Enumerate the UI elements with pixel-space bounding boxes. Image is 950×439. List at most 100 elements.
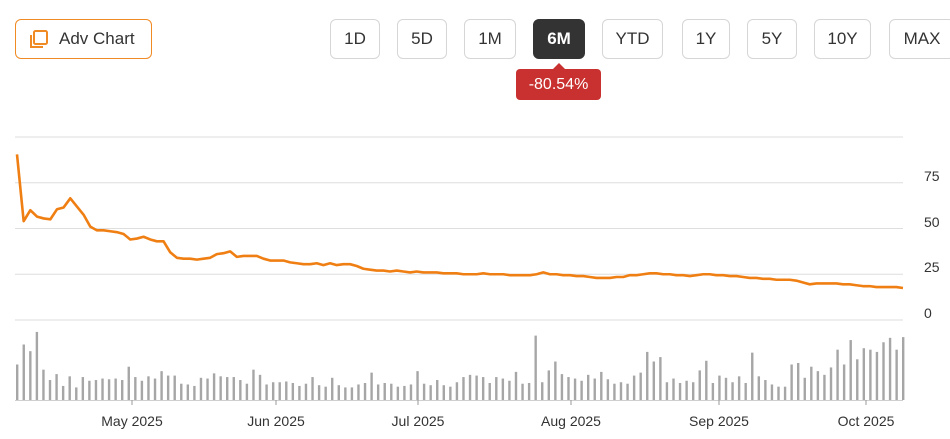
volume-bar — [462, 377, 465, 400]
volume-bar — [626, 383, 629, 400]
range-button-1m[interactable]: 1M — [464, 19, 516, 59]
volume-bar — [711, 382, 715, 400]
volume-bar — [678, 382, 682, 400]
volume-bar — [370, 372, 373, 400]
volume-bar — [114, 378, 117, 400]
volume-bar — [140, 380, 144, 400]
volume-bar — [147, 376, 150, 400]
y-tick-label: 50 — [924, 214, 940, 230]
volume-bar — [317, 385, 321, 400]
volume-bar — [199, 377, 203, 400]
volume-bar — [888, 337, 892, 400]
range-button-ytd[interactable]: YTD — [602, 19, 663, 59]
volume-bar — [481, 377, 485, 400]
volume-bar — [606, 379, 610, 400]
volume-bar — [652, 361, 656, 400]
volume-bar — [875, 351, 879, 400]
volume-bar — [718, 375, 721, 400]
volume-bar — [101, 378, 104, 400]
volume-bar — [442, 385, 445, 400]
volume-bar — [639, 372, 642, 400]
range-button-5y[interactable]: 5Y — [747, 19, 797, 59]
volume-bar — [324, 386, 327, 400]
volume-bar — [836, 349, 839, 400]
volume-bar — [816, 371, 820, 400]
volume-bar — [869, 349, 872, 400]
volume-bar — [186, 384, 190, 400]
volume-bar — [790, 364, 793, 400]
volume-bar — [173, 375, 176, 400]
volume-bar — [422, 383, 426, 400]
y-tick-label: 25 — [924, 259, 940, 275]
volume-bar — [698, 370, 701, 400]
volume-bar — [166, 375, 170, 400]
volume-bar — [882, 342, 885, 400]
volume-bar — [665, 382, 669, 400]
volume-bar — [376, 384, 380, 400]
y-tick-label: 0 — [924, 305, 932, 321]
volume-bar — [672, 378, 675, 400]
volume-bar — [337, 385, 340, 400]
volume-bar — [258, 374, 262, 400]
price-change-badge: -80.54% — [516, 63, 601, 100]
volume-bar — [586, 374, 590, 400]
volume-bar — [895, 349, 898, 400]
price-line — [15, 154, 904, 290]
volume-bar — [107, 379, 111, 400]
volume-bar — [22, 344, 25, 400]
volume-bar — [416, 371, 419, 400]
volume-bar — [436, 380, 439, 400]
volume-bar — [823, 374, 826, 400]
volume-bar — [121, 380, 124, 400]
adv-chart-button[interactable]: Adv Chart — [15, 19, 152, 59]
volume-bar — [514, 371, 518, 400]
volume-bar — [291, 382, 295, 400]
y-tick-label: 75 — [924, 168, 940, 184]
volume-bar — [862, 348, 866, 400]
volume-bar — [212, 373, 216, 400]
volume-bar — [252, 369, 255, 400]
x-tick-label: Aug 2025 — [541, 413, 601, 429]
volume-bar — [245, 383, 249, 400]
volume-bar — [521, 383, 524, 400]
volume-bar — [810, 366, 813, 400]
volume-bar — [153, 378, 157, 400]
volume-bar — [81, 377, 85, 400]
range-button-1d[interactable]: 1D — [330, 19, 380, 59]
volume-bar — [613, 383, 616, 400]
volume-bar — [134, 377, 137, 400]
volume-bar — [88, 380, 91, 400]
volume-bar — [619, 382, 623, 400]
volume-bar — [298, 385, 301, 400]
volume-bar — [94, 380, 98, 400]
volume-bar — [534, 335, 537, 400]
volume-bar — [560, 374, 564, 400]
volume-bar — [35, 331, 39, 400]
volume-bar — [61, 385, 65, 400]
volume-bar — [363, 382, 367, 400]
volume-bar — [705, 360, 708, 400]
range-button-10y[interactable]: 10Y — [814, 19, 871, 59]
range-button-1y[interactable]: 1Y — [682, 19, 730, 59]
volume-bar — [731, 382, 734, 400]
volume-bar — [278, 382, 281, 400]
volume-bar — [68, 376, 71, 400]
volume-bar — [508, 380, 511, 400]
volume-bar — [744, 382, 747, 400]
range-button-5d[interactable]: 5D — [397, 19, 447, 59]
x-tick-label: May 2025 — [101, 413, 163, 429]
volume-bar — [160, 371, 163, 400]
volume-bar — [429, 385, 432, 400]
volume-bar — [409, 384, 413, 400]
x-tick-label: Oct 2025 — [838, 413, 895, 429]
volume-bar — [902, 337, 905, 400]
volume-bar — [48, 380, 52, 400]
volume-bar — [724, 377, 728, 400]
range-button-6m[interactable]: 6M — [533, 19, 585, 59]
volume-bar — [764, 380, 767, 400]
volume-bar — [219, 376, 222, 400]
volume-bar — [527, 382, 531, 400]
range-button-max[interactable]: MAX — [889, 19, 950, 59]
volume-bar — [829, 367, 833, 400]
volume-bar — [29, 351, 32, 400]
